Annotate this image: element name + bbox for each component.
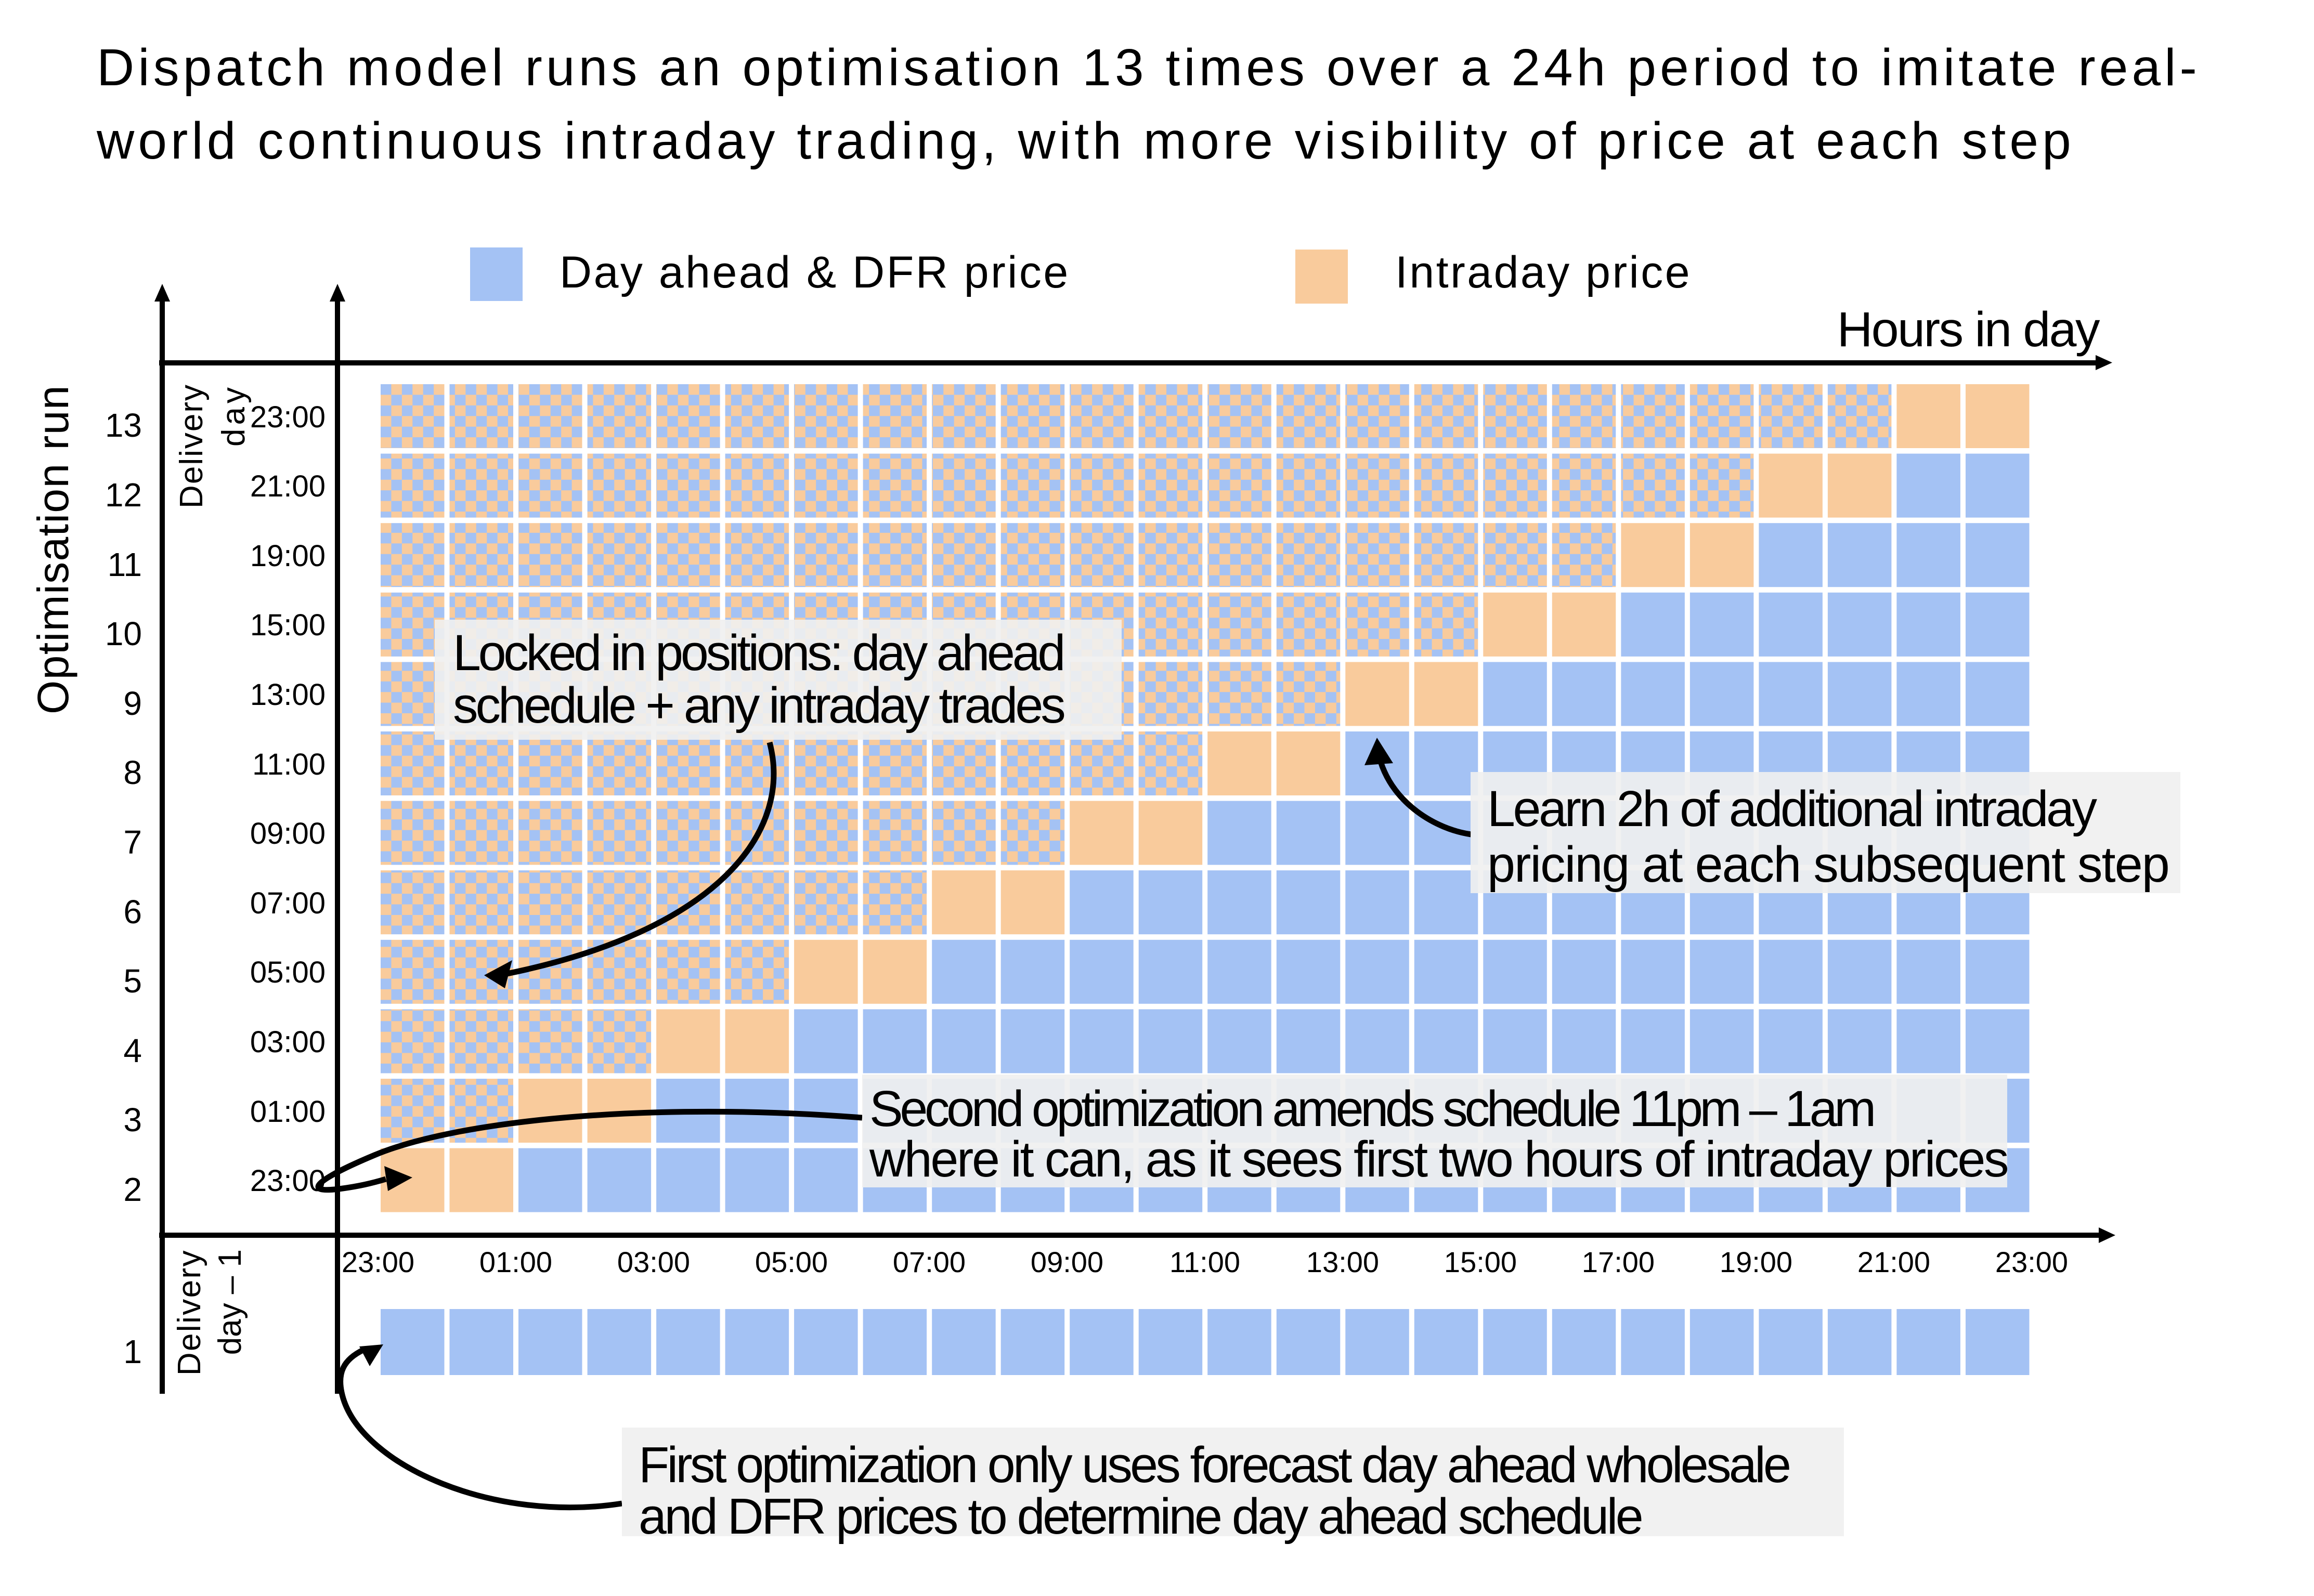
svg-text:Learn 2h of additional intrada: Learn 2h of additional intraday <box>1487 780 2098 837</box>
svg-text:03:00: 03:00 <box>250 1025 326 1059</box>
svg-text:03:00: 03:00 <box>617 1246 690 1278</box>
svg-text:2: 2 <box>123 1171 142 1208</box>
svg-text:schedule + any intraday trades: schedule + any intraday trades <box>453 677 1064 734</box>
svg-text:where it can, as it sees first: where it can, as it sees first two hours… <box>869 1131 2007 1187</box>
svg-text:19:00: 19:00 <box>250 539 326 573</box>
svg-text:8: 8 <box>123 754 142 791</box>
svg-text:11:00: 11:00 <box>1169 1246 1240 1278</box>
svg-text:11: 11 <box>108 546 142 583</box>
svg-text:and DFR prices to determine da: and DFR prices to determine day ahead sc… <box>639 1488 1642 1545</box>
svg-text:Delivery: Delivery <box>174 384 210 508</box>
svg-text:3: 3 <box>123 1101 142 1139</box>
svg-text:day – 1: day – 1 <box>212 1249 248 1355</box>
svg-text:1: 1 <box>123 1333 142 1370</box>
svg-text:Intraday price: Intraday price <box>1395 247 1692 297</box>
svg-text:13:00: 13:00 <box>250 678 326 712</box>
svg-text:11:00: 11:00 <box>252 748 326 781</box>
svg-text:10: 10 <box>105 615 142 652</box>
svg-text:Day ahead & DFR price: Day ahead & DFR price <box>560 247 1070 297</box>
svg-text:9: 9 <box>123 685 142 722</box>
svg-text:15:00: 15:00 <box>1444 1246 1517 1278</box>
svg-text:First optimization only uses f: First optimization only uses forecast da… <box>639 1436 1789 1493</box>
svg-text:Optimisation run: Optimisation run <box>29 385 77 714</box>
svg-text:5: 5 <box>123 962 142 1000</box>
svg-text:15:00: 15:00 <box>250 608 326 642</box>
svg-text:23:00: 23:00 <box>1995 1246 2068 1278</box>
svg-text:21:00: 21:00 <box>250 469 326 503</box>
svg-text:23:00: 23:00 <box>250 1164 326 1198</box>
svg-text:Dispatch model runs an optimis: Dispatch model runs an optimisation 13 t… <box>97 38 2201 97</box>
svg-text:05:00: 05:00 <box>755 1246 828 1278</box>
svg-text:day: day <box>216 384 252 447</box>
svg-text:pricing at each subsequent ste: pricing at each subsequent step <box>1487 836 2169 893</box>
svg-text:07:00: 07:00 <box>893 1246 966 1278</box>
svg-text:05:00: 05:00 <box>250 956 326 989</box>
svg-text:Second optimization amends sch: Second optimization amends schedule 11pm… <box>869 1080 1873 1137</box>
svg-text:19:00: 19:00 <box>1720 1246 1792 1278</box>
svg-text:13:00: 13:00 <box>1306 1246 1379 1278</box>
svg-text:01:00: 01:00 <box>479 1246 552 1278</box>
svg-text:Delivery: Delivery <box>172 1249 207 1376</box>
svg-text:4: 4 <box>123 1032 142 1069</box>
svg-text:01:00: 01:00 <box>250 1095 326 1129</box>
svg-text:09:00: 09:00 <box>250 817 326 851</box>
svg-text:07:00: 07:00 <box>250 886 326 920</box>
svg-text:23:00: 23:00 <box>342 1246 414 1278</box>
svg-text:Hours in day: Hours in day <box>1837 302 2100 357</box>
svg-text:12: 12 <box>105 476 142 514</box>
svg-text:Locked in positions: day ahead: Locked in positions: day ahead <box>453 624 1063 681</box>
svg-text:09:00: 09:00 <box>1031 1246 1103 1278</box>
svg-text:13: 13 <box>105 407 142 444</box>
svg-text:17:00: 17:00 <box>1582 1246 1655 1278</box>
svg-text:7: 7 <box>123 823 142 861</box>
svg-text:world continuous intraday trad: world continuous intraday trading, with … <box>96 112 2075 170</box>
svg-text:21:00: 21:00 <box>1857 1246 1930 1278</box>
svg-text:23:00: 23:00 <box>250 400 326 434</box>
svg-text:6: 6 <box>123 893 142 931</box>
